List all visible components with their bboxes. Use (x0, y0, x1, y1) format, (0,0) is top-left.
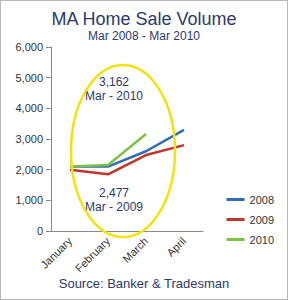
svg-text:February: February (73, 234, 113, 274)
svg-text:3,162: 3,162 (99, 75, 129, 89)
svg-text:April: April (164, 235, 188, 259)
svg-text:2,000: 2,000 (15, 164, 43, 176)
svg-text:Source: Banker & Tradesman: Source: Banker & Tradesman (59, 276, 230, 291)
svg-text:4,000: 4,000 (15, 102, 43, 114)
svg-text:January: January (38, 234, 74, 270)
svg-text:Mar - 2009: Mar - 2009 (85, 200, 143, 214)
svg-text:MA Home Sale Volume: MA Home Sale Volume (51, 9, 236, 29)
svg-text:1,000: 1,000 (15, 194, 43, 206)
svg-text:3,000: 3,000 (15, 133, 43, 145)
svg-text:Mar - 2010: Mar - 2010 (85, 89, 143, 103)
svg-text:Mar 2008 - Mar 2010: Mar 2008 - Mar 2010 (88, 29, 200, 43)
svg-text:March: March (120, 235, 150, 265)
svg-text:0: 0 (37, 225, 43, 237)
svg-text:2009: 2009 (250, 214, 274, 226)
svg-text:6,000: 6,000 (15, 41, 43, 53)
svg-text:5,000: 5,000 (15, 72, 43, 84)
svg-text:2,477: 2,477 (99, 186, 129, 200)
svg-text:2010: 2010 (250, 234, 274, 246)
svg-text:2008: 2008 (250, 194, 274, 206)
